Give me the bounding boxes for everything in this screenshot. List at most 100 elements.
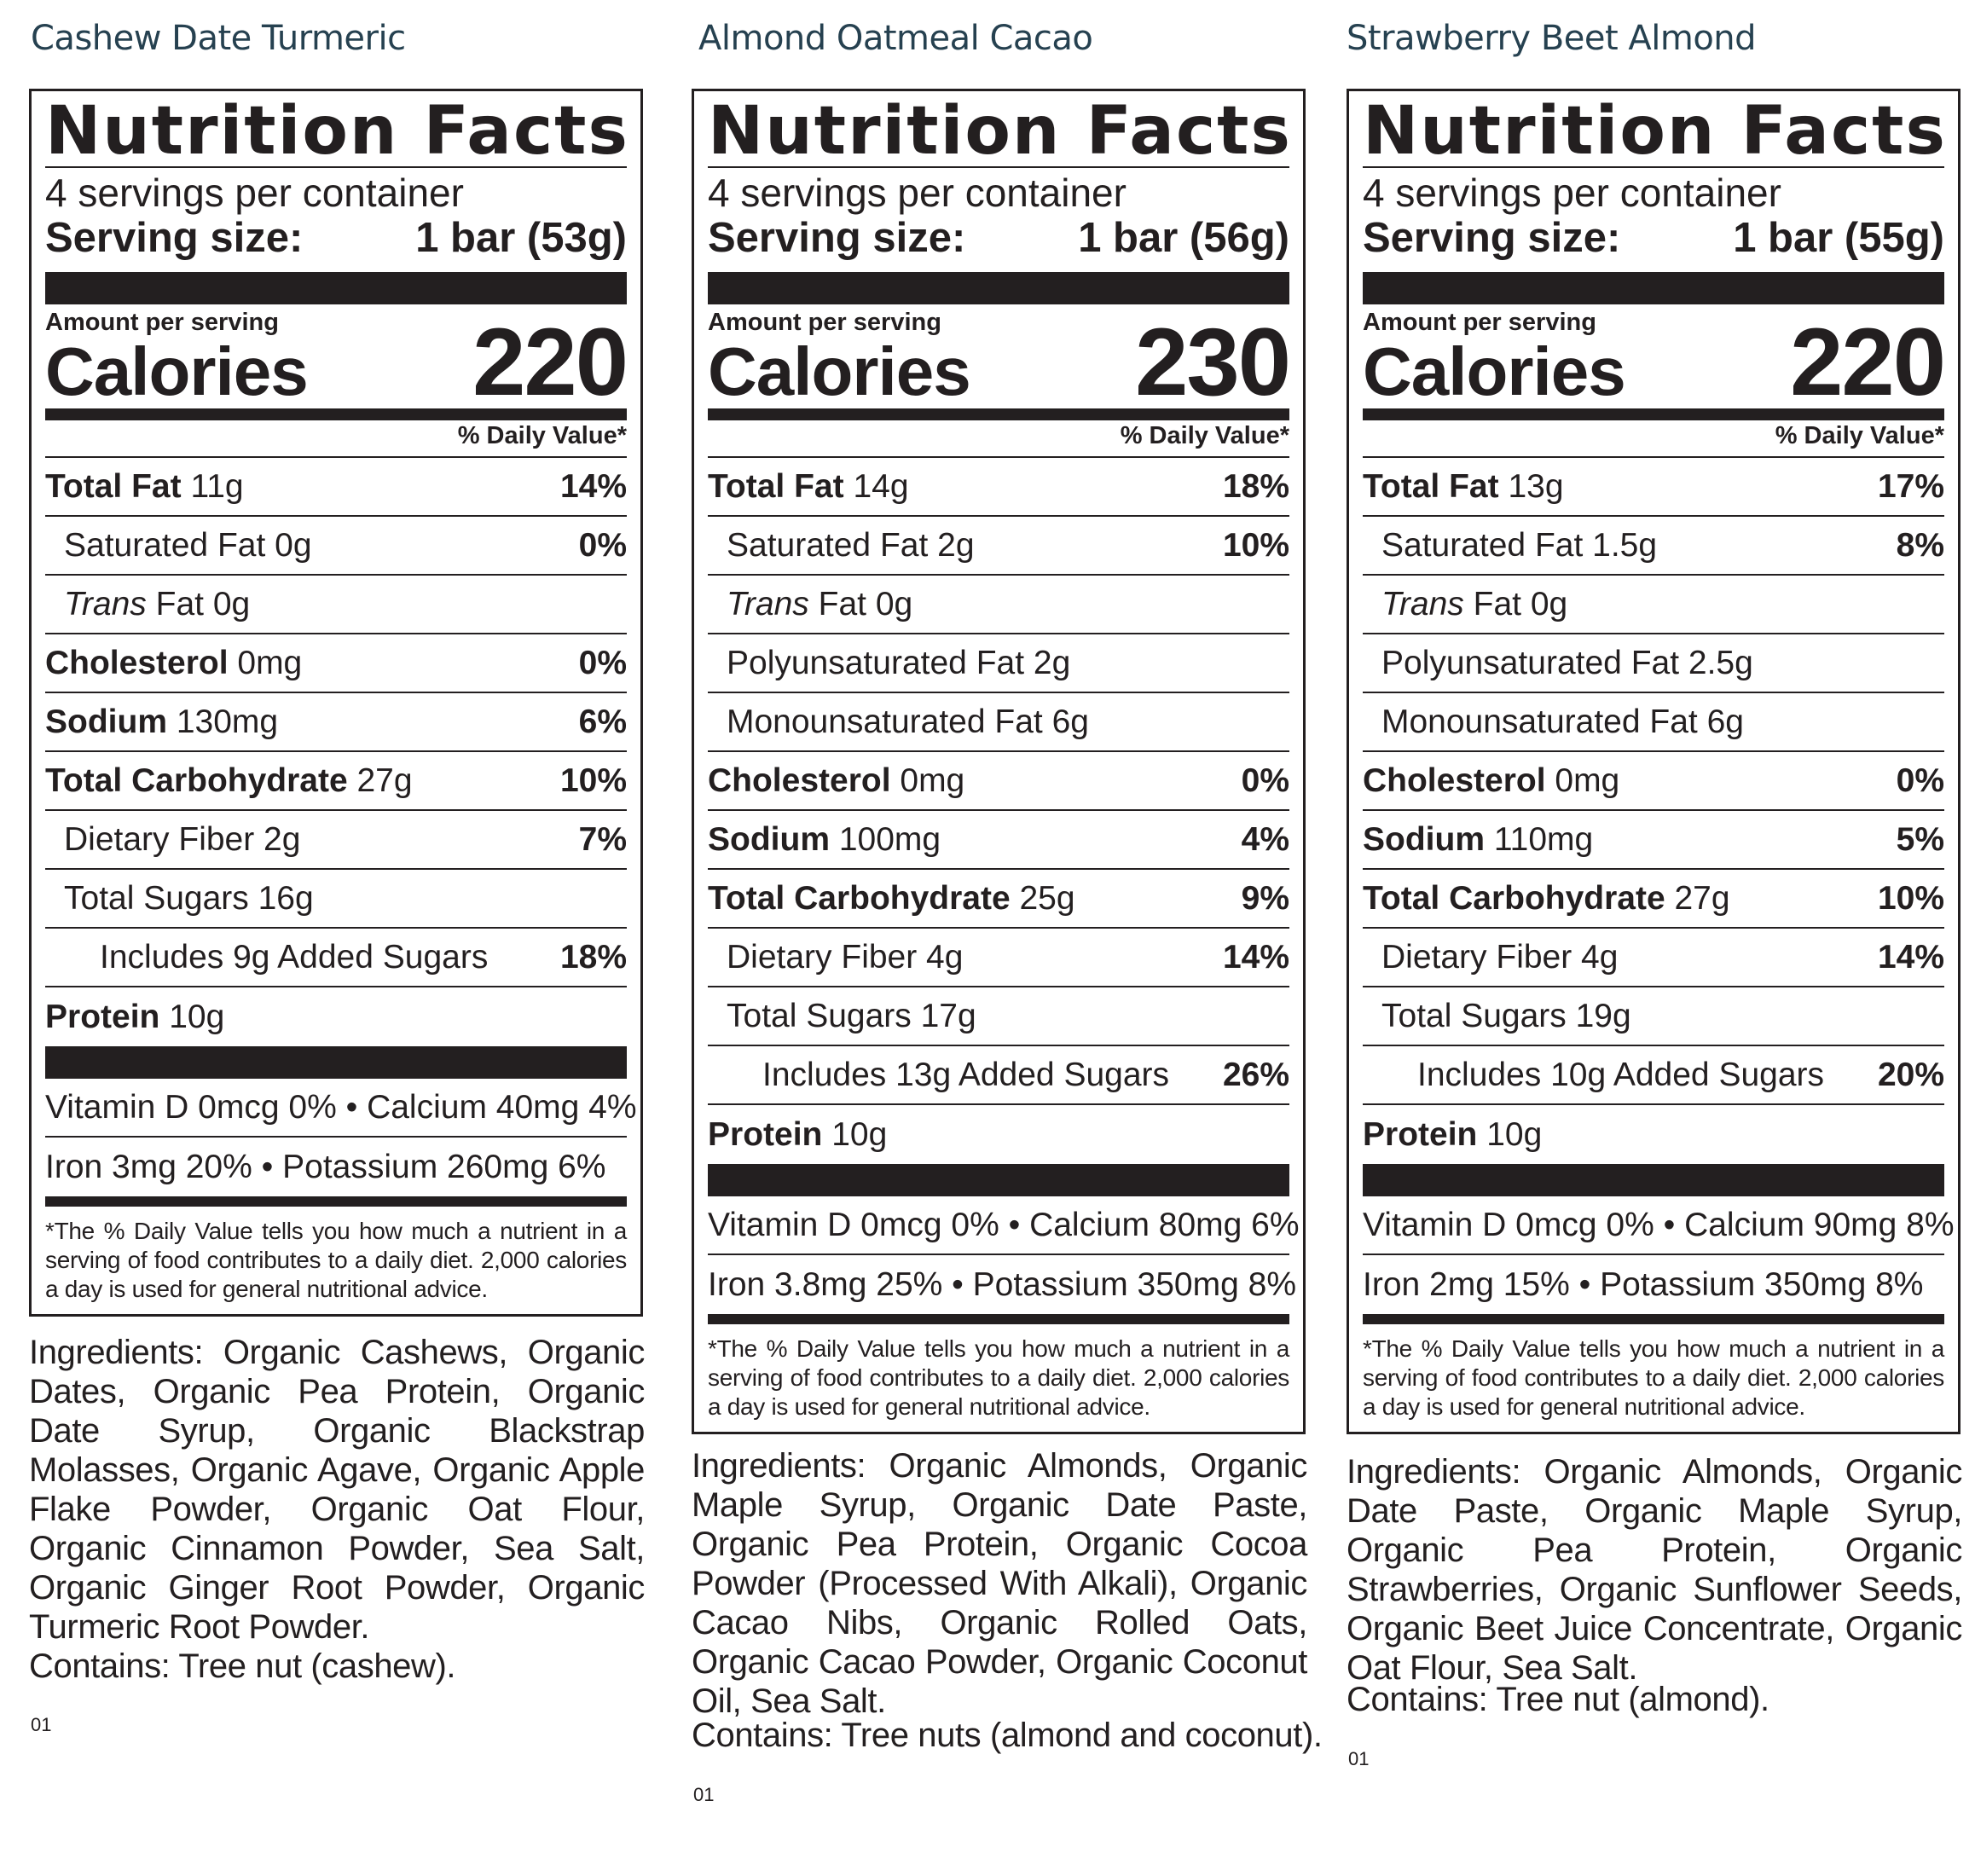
daily-value-percent: 10% [1877, 879, 1944, 917]
nutrient-row: Protein 10g [708, 1105, 1289, 1164]
footnote-divider [45, 1196, 627, 1207]
nutrient-amount: Fat 0g [146, 585, 251, 622]
nutrient-name: Saturated Fat 1.5g [1363, 527, 1657, 565]
nutrient-name-bold: Sodium [45, 703, 167, 740]
amount-per-serving: Amount per serving [1363, 309, 1596, 336]
servings-per-container: 4 servings per container [1363, 171, 1781, 215]
nutrient-amount: 13g [1498, 467, 1564, 505]
daily-value-percent: 14% [559, 467, 627, 505]
serving-size-value: 1 bar (55g) [1733, 215, 1944, 261]
nutrient-name: Cholesterol 0mg [708, 762, 964, 800]
nutrient-name: Saturated Fat 2g [708, 527, 975, 565]
nutrient-row: Total Sugars 19g [1363, 987, 1944, 1046]
nutrient-row: Sodium 100mg 4% [708, 811, 1289, 870]
daily-value-percent: 0% [578, 526, 627, 564]
divider [45, 166, 627, 168]
nutrient-name: Dietary Fiber 4g [708, 939, 963, 976]
daily-value-percent: 0% [578, 644, 627, 681]
nutrient-name: Protein 10g [708, 1116, 887, 1154]
daily-value-header: % Daily Value* [45, 420, 627, 458]
daily-value-percent: 14% [1222, 938, 1289, 976]
daily-value-percent: 10% [559, 761, 627, 799]
daily-value-percent: 0% [1241, 761, 1289, 799]
nutrient-row: Dietary Fiber 2g 7% [45, 811, 627, 870]
calories-value: 220 [472, 309, 628, 415]
nutrient-name: Monounsaturated Fat 6g [1363, 704, 1744, 741]
nutrient-amount: 0mg [1545, 761, 1620, 799]
medium-divider [45, 408, 627, 420]
nutrient-rows: Total Fat 14g 18% Saturated Fat 2g 10% Trans… [708, 458, 1289, 1164]
nutrient-name: Total Fat 13g [1363, 468, 1564, 506]
nutrient-name-bold: Sodium [708, 820, 830, 858]
nutrient-name: Total Sugars 19g [1363, 998, 1631, 1035]
serving-size-row: Serving size: 1 bar (55g) [1363, 216, 1944, 260]
nutrient-row: Total Sugars 16g [45, 870, 627, 929]
calories-label: Calories [1363, 333, 1626, 409]
nutrient-name: Polyunsaturated Fat 2g [708, 645, 1070, 682]
vitamins-row: Vitamin D 0mcg 0% • Calcium 90mg 8% [1363, 1196, 1955, 1255]
allergen-statement: Contains: Tree nut (almond). [1347, 1681, 1769, 1718]
daily-value-header: % Daily Value* [708, 420, 1289, 458]
nutrient-amount: Total Sugars 17g [727, 997, 976, 1034]
nutrient-amount: Total Sugars 19g [1381, 997, 1631, 1034]
nutrition-facts-heading: Nutrition Facts [1363, 96, 1944, 166]
nutrient-name-bold: Protein [45, 998, 160, 1035]
nutrient-amount: Fat 0g [1463, 585, 1568, 622]
nutrient-row: Total Fat 13g 17% [1363, 458, 1944, 517]
nutrient-name: Total Carbohydrate 27g [45, 762, 413, 800]
nutrient-amount: Saturated Fat 1.5g [1381, 526, 1658, 564]
product-title: Almond Oatmeal Cacao [698, 19, 1093, 58]
nutrient-row: Polyunsaturated Fat 2.5g [1363, 634, 1944, 693]
nutrient-name: Total Fat 11g [45, 468, 244, 506]
nutrient-name-bold: Total Carbohydrate [708, 879, 1011, 917]
nutrient-name: Protein 10g [45, 999, 224, 1036]
daily-value-footnote: *The % Daily Value tells you how much a … [1363, 1335, 1944, 1420]
nutrition-facts-label: Nutrition Facts 4 servings per container… [692, 89, 1306, 1434]
medium-divider [1363, 408, 1944, 420]
nutrient-amount: Saturated Fat 2g [727, 526, 975, 564]
thick-divider [45, 1046, 627, 1079]
servings-per-container: 4 servings per container [708, 171, 1127, 215]
nutrient-row: Sodium 130mg 6% [45, 693, 627, 752]
nutrient-name-bold: Protein [708, 1115, 823, 1153]
allergen-statement: Contains: Tree nuts (almond and coconut)… [692, 1717, 1323, 1754]
nutrient-row: Total Carbohydrate 27g 10% [45, 752, 627, 811]
nutrient-name-bold: Total Fat [708, 467, 844, 505]
allergen-statement: Contains: Tree nut (cashew). [29, 1647, 456, 1685]
nutrient-amount: 100mg [830, 820, 941, 858]
nutrient-rows: Total Fat 11g 14% Saturated Fat 0g 0% Trans … [45, 458, 627, 1046]
nutrient-name: Trans Fat 0g [45, 586, 250, 623]
nutrient-name-italic: Trans [1381, 585, 1464, 622]
nutrient-name-italic: Trans [64, 585, 147, 622]
calories-row: Calories 220 [1363, 309, 1946, 415]
product-title: Strawberry Beet Almond [1347, 19, 1757, 58]
nutrient-name: Dietary Fiber 2g [45, 821, 300, 859]
nutrient-amount: 10g [822, 1115, 888, 1153]
daily-value-footnote: *The % Daily Value tells you how much a … [708, 1335, 1289, 1420]
daily-value-percent: 8% [1896, 526, 1944, 564]
nutrient-amount: 14g [843, 467, 909, 505]
nutrient-amount: 130mg [167, 703, 279, 740]
nutrient-row: Cholesterol 0mg 0% [1363, 752, 1944, 811]
footnote-divider [1363, 1314, 1944, 1324]
nutrient-name: Protein 10g [1363, 1116, 1542, 1154]
minerals-row: Iron 3.8mg 25% • Potassium 350mg 8% [708, 1265, 1297, 1303]
calories-value: 230 [1135, 309, 1291, 415]
calories-row: Calories 230 [708, 309, 1291, 415]
nutrient-name: Trans Fat 0g [708, 586, 912, 623]
nutrient-row: Saturated Fat 0g 0% [45, 517, 627, 576]
divider [1363, 166, 1944, 168]
ingredients-text: Ingredients: Organic Almonds, Organic Ma… [692, 1447, 1307, 1720]
amount-per-serving: Amount per serving [708, 309, 941, 336]
daily-value-percent: 14% [1877, 938, 1944, 976]
amount-per-serving: Amount per serving [45, 309, 279, 336]
nutrient-amount: Dietary Fiber 4g [727, 938, 964, 976]
nutrient-amount: 0mg [228, 644, 303, 681]
ingredients-text: Ingredients: Organic Cashews, Organic Da… [29, 1334, 645, 1646]
nutrient-name: Dietary Fiber 4g [1363, 939, 1618, 976]
nutrient-amount: Saturated Fat 0g [64, 526, 312, 564]
nutrition-facts-heading: Nutrition Facts [708, 96, 1289, 166]
nutrient-amount: Dietary Fiber 2g [64, 820, 301, 858]
calories-value: 220 [1790, 309, 1946, 415]
nutrient-row: Cholesterol 0mg 0% [45, 634, 627, 693]
